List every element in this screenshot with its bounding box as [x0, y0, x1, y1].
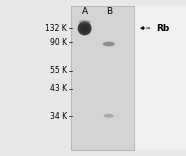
Text: 90 K: 90 K: [50, 38, 67, 47]
Text: B: B: [106, 7, 112, 16]
Text: 34 K: 34 K: [50, 112, 67, 121]
Ellipse shape: [78, 21, 92, 35]
Bar: [71, 6, 134, 150]
Text: 55 K: 55 K: [50, 66, 67, 76]
Ellipse shape: [81, 25, 88, 32]
Ellipse shape: [79, 23, 90, 34]
Ellipse shape: [103, 42, 115, 46]
Ellipse shape: [104, 114, 114, 118]
Text: 43 K: 43 K: [50, 84, 67, 93]
Text: A: A: [82, 7, 88, 16]
Bar: [134, 6, 186, 150]
Text: Rb: Rb: [156, 24, 169, 33]
Text: 132 K: 132 K: [45, 24, 67, 33]
Ellipse shape: [78, 20, 91, 24]
